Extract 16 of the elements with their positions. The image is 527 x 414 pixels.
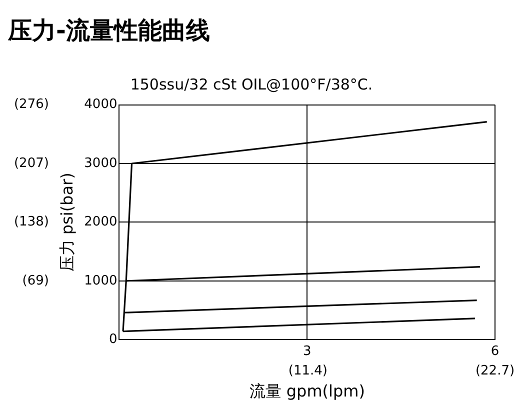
y-axis-title: 压力 psi(bar) bbox=[58, 172, 77, 272]
y-tick-label: 0 bbox=[108, 332, 118, 347]
chart-subtitle: 150ssu/32 cSt OIL@100°F/38°C. bbox=[130, 76, 373, 94]
y2-tick-label: (138) bbox=[14, 214, 49, 230]
x-axis-title: 流量 gpm(lpm) bbox=[249, 382, 365, 401]
y-tick-label: 2000 bbox=[84, 214, 118, 230]
y2-tick-label: (276) bbox=[14, 97, 49, 112]
y-tick-label: 4000 bbox=[84, 97, 118, 112]
y2-tick-label: (69) bbox=[22, 273, 49, 288]
y-tick-label: 3000 bbox=[84, 156, 118, 171]
x-tick-label: 6 bbox=[490, 344, 500, 359]
y2-tick-label: (207) bbox=[14, 156, 49, 171]
x2-tick-label: (22.7) bbox=[475, 363, 515, 378]
x-tick-label: 3 bbox=[302, 344, 312, 359]
x2-tick-label: (11.4) bbox=[288, 363, 328, 378]
y-tick-label: 1000 bbox=[84, 273, 118, 288]
